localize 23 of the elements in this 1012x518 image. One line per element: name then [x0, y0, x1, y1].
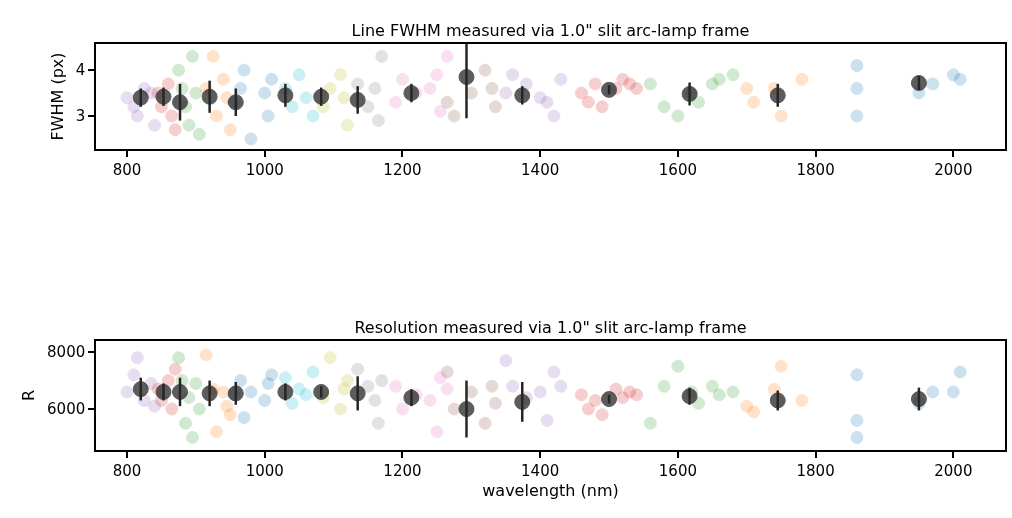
x-tick-label: 1200 — [383, 160, 422, 179]
x-tick-label: 800 — [112, 461, 142, 480]
x-tick-label: 1000 — [245, 160, 284, 179]
x-tick-label: 1000 — [245, 461, 284, 480]
chart-title: Line FWHM measured via 1.0" slit arc-lamp frame — [351, 21, 750, 40]
chart-title: Resolution measured via 1.0" slit arc-lamp frame — [354, 318, 747, 337]
x-tick-label: 1600 — [658, 160, 697, 179]
x-tick-label: 2000 — [934, 160, 973, 179]
x-tick-label: 1800 — [796, 160, 835, 179]
x-tick-label: 800 — [112, 160, 142, 179]
x-tick-label: 1400 — [521, 160, 560, 179]
y-tick-label: 4 — [75, 61, 86, 80]
x-tick-label: 2000 — [934, 461, 973, 480]
y-axis-title: R — [19, 389, 39, 402]
x-tick-label: 1600 — [658, 461, 697, 480]
x-tick-label: 1200 — [383, 461, 422, 480]
y-tick-label: 8000 — [47, 343, 86, 362]
x-axis-title: wavelength (nm) — [482, 480, 619, 500]
y-axis-title: FWHM (px) — [48, 52, 68, 141]
y-tick-label: 3 — [75, 107, 86, 126]
x-tick-label: 1800 — [796, 461, 835, 480]
x-tick-label: 1400 — [521, 461, 560, 480]
y-tick-label: 6000 — [47, 400, 86, 419]
